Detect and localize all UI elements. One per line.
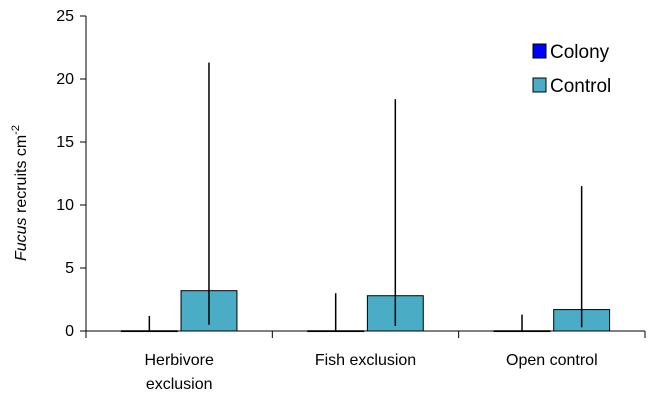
- x-category-label-2-0: Open control: [506, 352, 598, 369]
- bar-colony-1: [307, 330, 365, 333]
- y-axis-label-superscript: -2: [10, 125, 22, 135]
- legend-swatch-control: [532, 77, 547, 93]
- y-tick-label-3: 15: [56, 134, 74, 151]
- x-category-label-0-1: exclusion: [146, 376, 213, 393]
- legend-label-colony: Colony: [550, 42, 610, 63]
- y-tick-label-1: 5: [65, 260, 74, 277]
- legend-label-control: Control: [550, 76, 611, 97]
- x-category-label-1-0: Fish exclusion: [315, 352, 416, 369]
- y-tick-label-5: 25: [56, 8, 74, 25]
- bar-colony-2: [493, 330, 551, 333]
- y-axis-label-text: recruits cm: [13, 135, 30, 218]
- y-axis-label: Fucus recruits cm-2: [10, 125, 30, 261]
- legend: Colony Control: [532, 42, 611, 97]
- y-tick-label-2: 10: [56, 197, 74, 214]
- y-tick-label-4: 20: [56, 71, 74, 88]
- x-category-label-0-0: Herbivore: [144, 352, 213, 369]
- bar-colony-0: [120, 330, 178, 333]
- y-axis-label-italic: Fucus: [13, 217, 30, 261]
- plot-area: 0 5 10 15 20 25 Herbivore exclusion Fish exclusi…: [56, 8, 646, 393]
- y-tick-label-0: 0: [65, 323, 74, 340]
- legend-swatch-colony: [532, 43, 547, 59]
